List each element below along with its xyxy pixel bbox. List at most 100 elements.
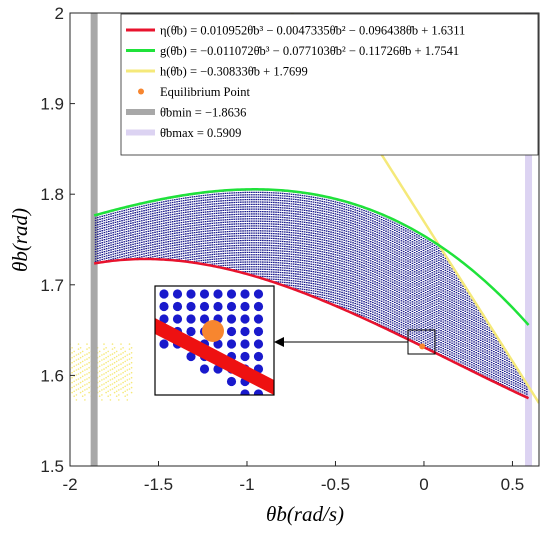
stray-dot xyxy=(109,389,112,391)
stray-dot xyxy=(126,359,129,361)
stray-dot xyxy=(122,371,124,374)
stray-dot xyxy=(98,375,101,378)
stray-dot xyxy=(115,380,118,383)
stray-dot xyxy=(98,385,101,388)
stray-dot xyxy=(75,399,78,401)
stray-dot xyxy=(103,383,105,385)
stray-dot xyxy=(109,364,112,366)
stray-dot xyxy=(98,350,101,353)
stray-dot xyxy=(120,343,122,345)
x-tick-label: -1 xyxy=(239,475,254,494)
stray-dot xyxy=(120,373,122,375)
stray-dot xyxy=(101,384,103,386)
stray-dot xyxy=(120,368,122,370)
stray-dot xyxy=(120,353,122,355)
stray-dot xyxy=(113,347,116,349)
stray-dot xyxy=(113,366,116,369)
inset-equilibrium-point xyxy=(202,320,224,342)
stray-dot xyxy=(79,366,82,369)
stray-dot xyxy=(126,369,129,371)
zoom-marker xyxy=(274,329,436,355)
stray-dot xyxy=(128,368,131,370)
stray-dot xyxy=(79,352,82,354)
stray-dot xyxy=(118,369,120,371)
x-tick-label: 0.5 xyxy=(501,475,525,494)
stray-dot xyxy=(115,355,118,358)
stray-dot xyxy=(98,365,101,368)
stray-dot xyxy=(81,380,84,383)
stray-dots-layer xyxy=(70,343,133,401)
stray-dot xyxy=(105,352,107,354)
zoom-inset xyxy=(154,285,275,396)
stray-dot xyxy=(113,391,116,394)
stray-dot xyxy=(124,365,126,368)
inset-dot xyxy=(226,326,237,337)
inset-dot xyxy=(199,301,210,312)
stray-dot xyxy=(130,391,133,394)
stray-dot xyxy=(115,370,118,373)
inset-dot xyxy=(159,339,169,349)
stray-dot xyxy=(77,363,80,365)
stray-dot xyxy=(103,378,105,380)
stray-dot xyxy=(84,384,86,386)
stray-dot xyxy=(79,361,82,364)
stray-dot xyxy=(118,364,120,366)
stray-dot xyxy=(81,375,84,378)
stray-dot xyxy=(77,388,80,390)
stray-dot xyxy=(81,385,84,388)
inset-dot xyxy=(186,301,196,312)
stray-dot xyxy=(73,390,75,393)
stray-dot xyxy=(111,368,114,370)
stray-dot xyxy=(130,366,133,369)
stray-dot xyxy=(86,343,88,345)
stray-dot xyxy=(84,379,86,381)
stray-dot xyxy=(81,355,84,358)
stray-dot xyxy=(79,347,82,349)
stray-dot xyxy=(86,368,88,370)
stray-dot xyxy=(130,386,133,389)
stray-dot xyxy=(79,386,82,389)
inset-dot xyxy=(253,289,264,299)
stray-dot xyxy=(86,383,88,385)
stray-dot xyxy=(122,356,124,359)
stray-dot xyxy=(111,383,114,385)
legend-label: Equilibrium Point xyxy=(160,85,250,99)
stray-dot xyxy=(75,369,78,371)
inset-dot xyxy=(159,289,169,299)
stray-dot xyxy=(77,348,80,350)
stray-dot xyxy=(103,358,105,360)
stray-dot xyxy=(71,356,73,359)
stray-dot xyxy=(98,380,101,383)
stray-dot xyxy=(77,368,80,370)
stray-dot xyxy=(109,379,112,381)
stray-dot xyxy=(103,373,105,375)
stray-dot xyxy=(88,371,90,374)
stray-dot xyxy=(79,381,82,384)
stray-dot xyxy=(126,379,129,381)
inset-eta-band xyxy=(155,318,274,395)
stray-dot xyxy=(86,388,88,390)
equilibrium-point xyxy=(419,343,426,350)
stray-dot xyxy=(71,386,73,389)
legend-label: θ̇bmin = −1.8636 xyxy=(160,106,246,120)
stray-dot xyxy=(105,356,107,359)
inset-dot xyxy=(172,289,183,299)
y-tick-label: 1.7 xyxy=(40,276,64,295)
y-tick-label: 2 xyxy=(55,4,64,23)
stray-dot xyxy=(73,385,75,388)
stray-dot xyxy=(128,358,131,360)
stray-dot xyxy=(98,395,101,398)
stray-dot xyxy=(111,373,114,375)
stray-dot xyxy=(71,352,73,354)
stray-dot xyxy=(109,354,112,356)
stray-dot xyxy=(103,348,105,350)
stray-dot xyxy=(98,370,101,373)
stray-dot xyxy=(130,352,133,354)
stray-dot xyxy=(86,363,88,365)
stray-dot xyxy=(107,375,109,378)
stray-dot xyxy=(75,354,78,356)
x-axis-ticks: -2 -1.5 -1 -0.5 0 0.5 xyxy=(62,461,524,494)
stray-dot xyxy=(79,371,82,374)
stray-dot xyxy=(86,378,88,380)
stray-dot xyxy=(115,375,118,378)
